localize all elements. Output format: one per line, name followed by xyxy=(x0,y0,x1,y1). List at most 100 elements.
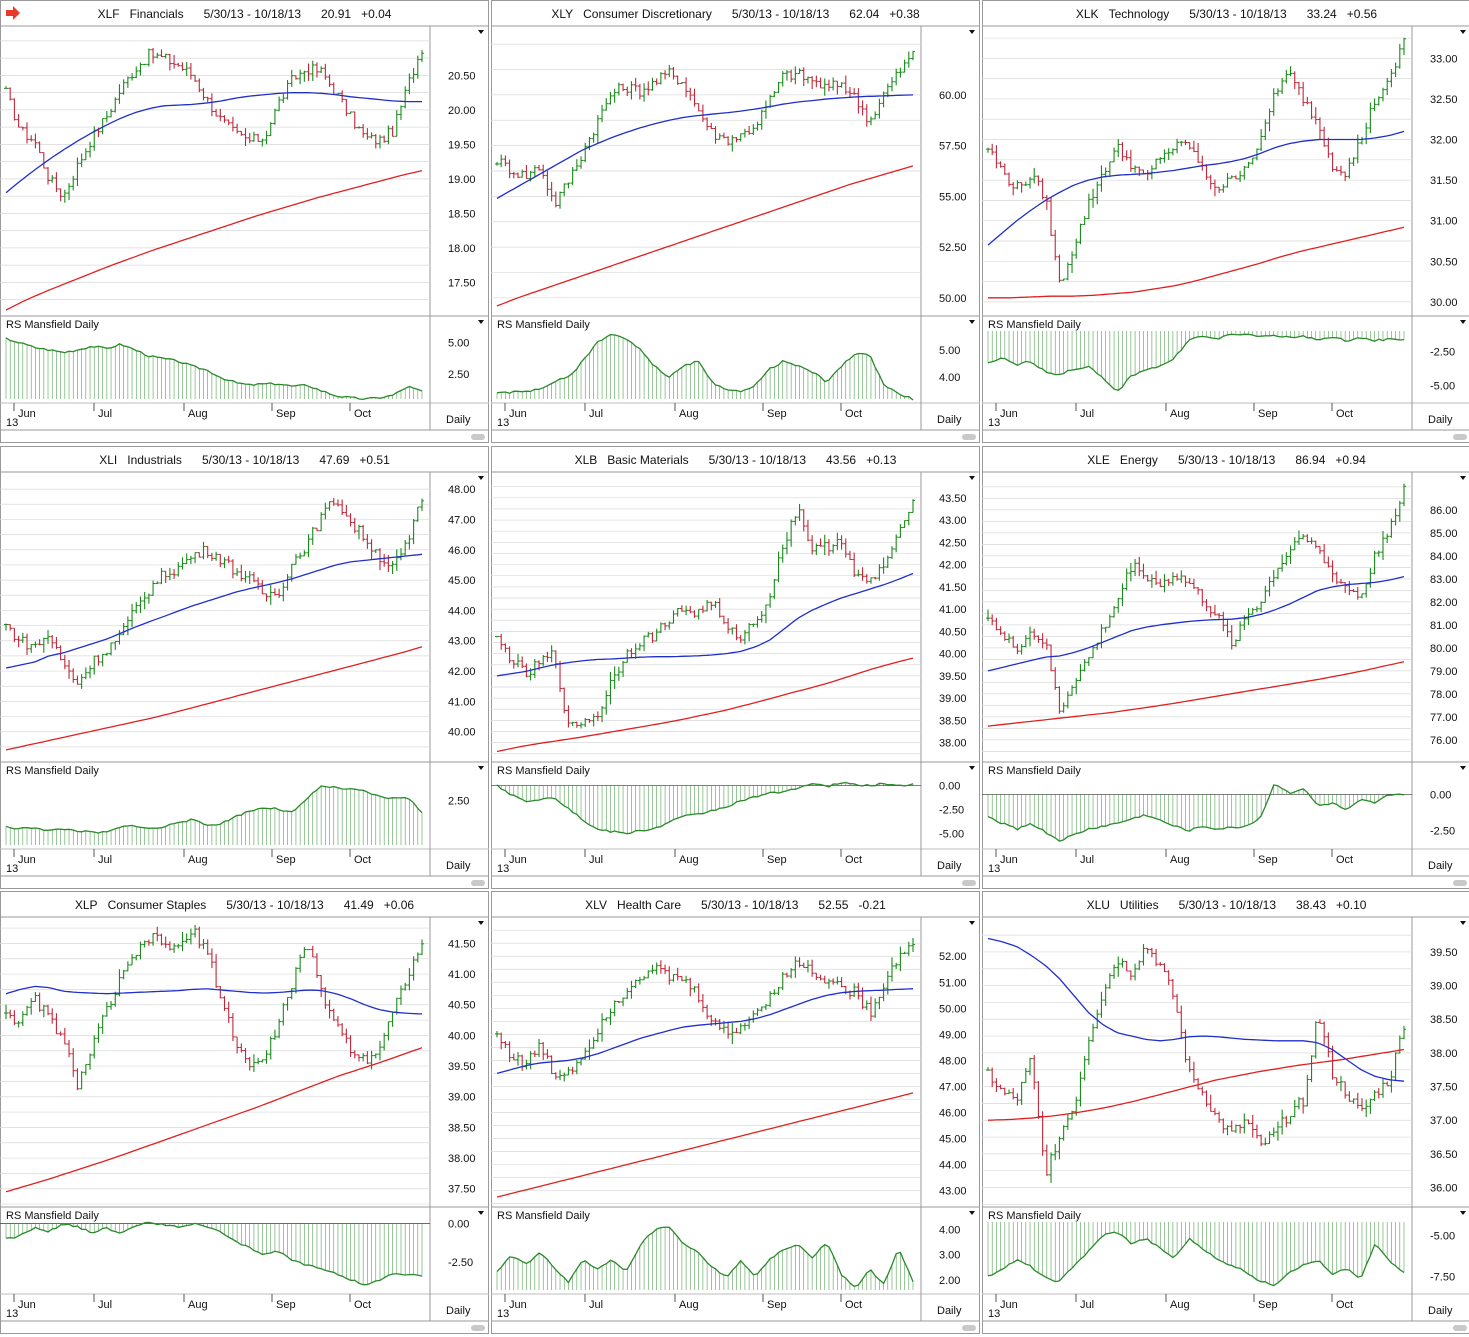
month-label: Jun xyxy=(1000,1299,1018,1311)
chart-panel-xlp[interactable]: XLP Consumer Staples 5/30/13 - 10/18/13 41.… xyxy=(0,891,489,1334)
chart-svg-xle: XLE Energy 5/30/13 - 10/18/13 86.94 +0.94 86.… xyxy=(982,446,1469,889)
scroll-handle[interactable] xyxy=(962,880,976,886)
price-axis-tick: 44.00 xyxy=(939,1160,967,1172)
price-menu-chevron-icon[interactable] xyxy=(478,476,484,480)
price-menu-chevron-icon[interactable] xyxy=(478,921,484,925)
indicator-label: RS Mansfield Daily xyxy=(6,1210,99,1222)
price-axis-tick: 40.00 xyxy=(448,1030,476,1042)
period-label: Daily xyxy=(1428,414,1453,426)
indicator-menu-chevron-icon[interactable] xyxy=(969,1211,975,1215)
chart-panel-xlb[interactable]: XLB Basic Materials 5/30/13 - 10/18/13 43.5… xyxy=(491,446,980,889)
price-change: +0.04 xyxy=(361,7,392,21)
month-label: Aug xyxy=(1170,408,1190,420)
price-axis-tick: 30.00 xyxy=(1430,297,1458,309)
year-label: 13 xyxy=(6,863,18,875)
price-axis-tick: 31.50 xyxy=(1430,175,1458,187)
price-axis-tick: 32.00 xyxy=(1430,135,1458,147)
price-menu-chevron-icon[interactable] xyxy=(969,921,975,925)
chart-panel-xlu[interactable]: XLU Utilities 5/30/13 - 10/18/13 38.43 +0.10… xyxy=(982,891,1469,1334)
moving-average-long-line xyxy=(5,646,423,751)
price-axis-tick: 83.00 xyxy=(1430,574,1458,586)
price-change: +0.13 xyxy=(866,453,897,467)
price-axis-tick: 37.50 xyxy=(1430,1082,1458,1094)
moving-average-short-line xyxy=(5,553,423,669)
price-menu-chevron-icon[interactable] xyxy=(1460,476,1466,480)
scroll-handle[interactable] xyxy=(1453,880,1467,886)
indicator-menu-chevron-icon[interactable] xyxy=(478,766,484,770)
price-menu-chevron-icon[interactable] xyxy=(969,476,975,480)
chart-panel-xli[interactable]: XLI Industrials 5/30/13 - 10/18/13 47.69 +0.… xyxy=(0,446,489,889)
month-label: Aug xyxy=(188,854,208,866)
price-axis-tick: 40.50 xyxy=(448,1000,476,1012)
price-menu-chevron-icon[interactable] xyxy=(478,30,484,34)
scroll-handle[interactable] xyxy=(1453,434,1467,440)
indicator-menu-chevron-icon[interactable] xyxy=(969,320,975,324)
indicator-menu-chevron-icon[interactable] xyxy=(1460,766,1466,770)
indicator-label: RS Mansfield Daily xyxy=(497,319,590,331)
price-menu-chevron-icon[interactable] xyxy=(1460,921,1466,925)
month-label: Jun xyxy=(18,408,36,420)
month-label: Jun xyxy=(1000,408,1018,420)
red-arrow-icon[interactable] xyxy=(6,6,20,20)
period-label: Daily xyxy=(446,414,471,426)
price-menu-chevron-icon[interactable] xyxy=(1460,30,1466,34)
price-menu-chevron-icon[interactable] xyxy=(969,30,975,34)
price-change: +0.06 xyxy=(384,898,415,912)
month-label: Jun xyxy=(18,1299,36,1311)
price-axis-tick: 46.00 xyxy=(448,545,476,557)
scroll-handle[interactable] xyxy=(962,434,976,440)
chart-panel-xlv[interactable]: XLV Health Care 5/30/13 - 10/18/13 52.55 -0.… xyxy=(491,891,980,1334)
rs-line xyxy=(987,784,1405,842)
price-axis-tick: 41.50 xyxy=(939,582,967,594)
month-label: Oct xyxy=(354,1299,371,1311)
price-axis-tick: 43.00 xyxy=(939,515,967,527)
price-axis-tick: 38.00 xyxy=(448,1153,476,1165)
month-label: Jun xyxy=(509,408,527,420)
month-label: Oct xyxy=(1336,408,1353,420)
scroll-handle[interactable] xyxy=(471,434,485,440)
rs-axis-tick: 0.00 xyxy=(448,1219,469,1231)
price-axis-tick: 76.00 xyxy=(1430,735,1458,747)
price-axis-tick: 60.00 xyxy=(939,90,967,102)
last-price: 52.55 xyxy=(818,898,848,912)
price-axis-tick: 38.00 xyxy=(939,738,967,750)
indicator-menu-chevron-icon[interactable] xyxy=(478,1211,484,1215)
chart-panel-xlk[interactable]: XLK Technology 5/30/13 - 10/18/13 33.24 +0.5… xyxy=(982,0,1469,443)
chart-panel-xle[interactable]: XLE Energy 5/30/13 - 10/18/13 86.94 +0.94 86.… xyxy=(982,446,1469,889)
chart-panel-xly[interactable]: XLY Consumer Discretionary 5/30/13 - 10/18… xyxy=(491,0,980,443)
last-price: 33.24 xyxy=(1307,7,1337,21)
indicator-menu-chevron-icon[interactable] xyxy=(969,766,975,770)
indicator-menu-chevron-icon[interactable] xyxy=(1460,320,1466,324)
price-axis-tick: 18.00 xyxy=(448,243,476,255)
indicator-menu-chevron-icon[interactable] xyxy=(1460,1211,1466,1215)
chart-svg-xlu: XLU Utilities 5/30/13 - 10/18/13 38.43 +0.10… xyxy=(982,891,1469,1334)
month-label: Sep xyxy=(767,854,787,866)
rs-axis-tick: -2.50 xyxy=(448,1257,473,1269)
month-label: Jul xyxy=(98,854,112,866)
ticker: XLU xyxy=(1087,898,1110,912)
price-axis-tick: 42.00 xyxy=(448,666,476,678)
price-axis-tick: 86.00 xyxy=(1430,505,1458,517)
period-label: Daily xyxy=(1428,1305,1453,1317)
chart-svg-xly: XLY Consumer Discretionary 5/30/13 - 10/18… xyxy=(491,0,980,443)
scroll-handle[interactable] xyxy=(1453,1325,1467,1331)
chart-panel-xlf[interactable]: XLF Financials 5/30/13 - 10/18/13 20.91 +0.0… xyxy=(0,0,489,443)
ticker: XLE xyxy=(1087,453,1110,467)
month-label: Sep xyxy=(1258,854,1278,866)
indicator-menu-chevron-icon[interactable] xyxy=(478,320,484,324)
price-axis-tick: 37.50 xyxy=(448,1184,476,1196)
price-change: +0.56 xyxy=(1347,7,1378,21)
price-axis-tick: 42.00 xyxy=(939,560,967,572)
scroll-handle[interactable] xyxy=(962,1325,976,1331)
panel-header: XLP Consumer Staples 5/30/13 - 10/18/13 41.… xyxy=(75,898,415,912)
rs-histogram xyxy=(987,785,1405,842)
year-label: 13 xyxy=(988,863,1000,875)
scroll-handle[interactable] xyxy=(471,1325,485,1331)
price-axis-tick: 42.50 xyxy=(939,537,967,549)
scroll-handle[interactable] xyxy=(471,880,485,886)
rs-axis-tick: 0.00 xyxy=(1430,789,1451,801)
price-axis-tick: 39.00 xyxy=(939,693,967,705)
rs-axis-tick: 2.00 xyxy=(939,1275,960,1287)
price-axis-tick: 81.00 xyxy=(1430,620,1458,632)
